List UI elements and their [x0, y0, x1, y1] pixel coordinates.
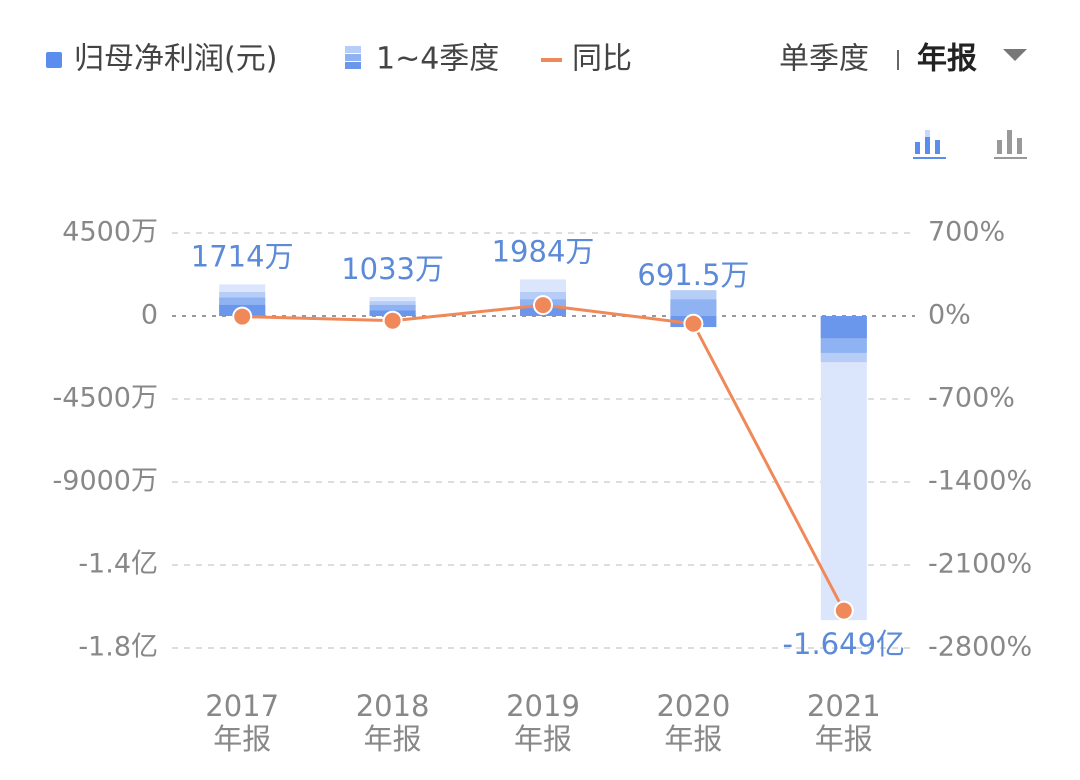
yoy-point [382, 310, 403, 331]
y-tick-label: -1.8亿 [78, 632, 158, 663]
quarter-bar [670, 299, 717, 316]
y2-tick-label: -2100% [928, 549, 1032, 580]
y2-tick-label: -700% [928, 383, 1015, 414]
x-tick-label: 2021 [807, 689, 881, 723]
x-tick-label: 2017 [205, 689, 279, 723]
icon-stacked[interactable] [913, 130, 946, 159]
legend-label: 1~4季度 [376, 42, 499, 77]
x-tick-sublabel: 年报 [213, 722, 271, 756]
x-tick-sublabel: 年报 [664, 722, 722, 756]
value-label: 1033万 [341, 252, 444, 286]
value-label: 1714万 [191, 239, 294, 273]
x-tick-label: 2019 [506, 689, 580, 723]
x-tick-sublabel: 年报 [364, 722, 422, 756]
quarter-bar [820, 316, 867, 339]
y-tick-label: -1.4亿 [78, 549, 158, 580]
value-label: 1984万 [492, 234, 595, 268]
legend-swatch [345, 62, 361, 69]
x-tick-sublabel: 年报 [815, 722, 873, 756]
y2-tick-label: -1400% [928, 466, 1032, 497]
yoy-point [833, 600, 854, 621]
y-tick-label: -4500万 [53, 383, 158, 414]
x-tick-label: 2018 [356, 689, 430, 723]
y2-tick-label: -2800% [928, 632, 1032, 663]
value-label: 691.5万 [637, 258, 749, 292]
icon-bars[interactable] [994, 130, 1027, 159]
y2-tick-label: 700% [928, 217, 1005, 248]
y2-tick-label: 0% [928, 300, 971, 331]
yoy-point [533, 295, 553, 316]
legend-swatch [46, 52, 62, 68]
legend-swatch [345, 54, 361, 61]
value-label: -1.649亿 [783, 627, 906, 661]
toggle-annual[interactable]: 年报 [917, 42, 977, 77]
dropdown-arrow[interactable] [1003, 49, 1027, 61]
bar [820, 316, 867, 621]
yoy-point [683, 313, 704, 334]
legend-label: 同比 [572, 42, 632, 77]
divider [897, 50, 899, 70]
toggle-quarter[interactable]: 单季度 [779, 42, 869, 77]
legend-swatch [345, 46, 361, 53]
y-tick-label: 4500万 [62, 217, 158, 248]
x-tick-label: 2020 [656, 689, 730, 723]
y-tick-label: 0 [141, 300, 158, 331]
yoy-point [232, 306, 253, 327]
x-tick-sublabel: 年报 [514, 722, 572, 756]
legend-label: 归母净利润(元) [74, 42, 277, 77]
y-tick-label: -9000万 [53, 466, 158, 497]
